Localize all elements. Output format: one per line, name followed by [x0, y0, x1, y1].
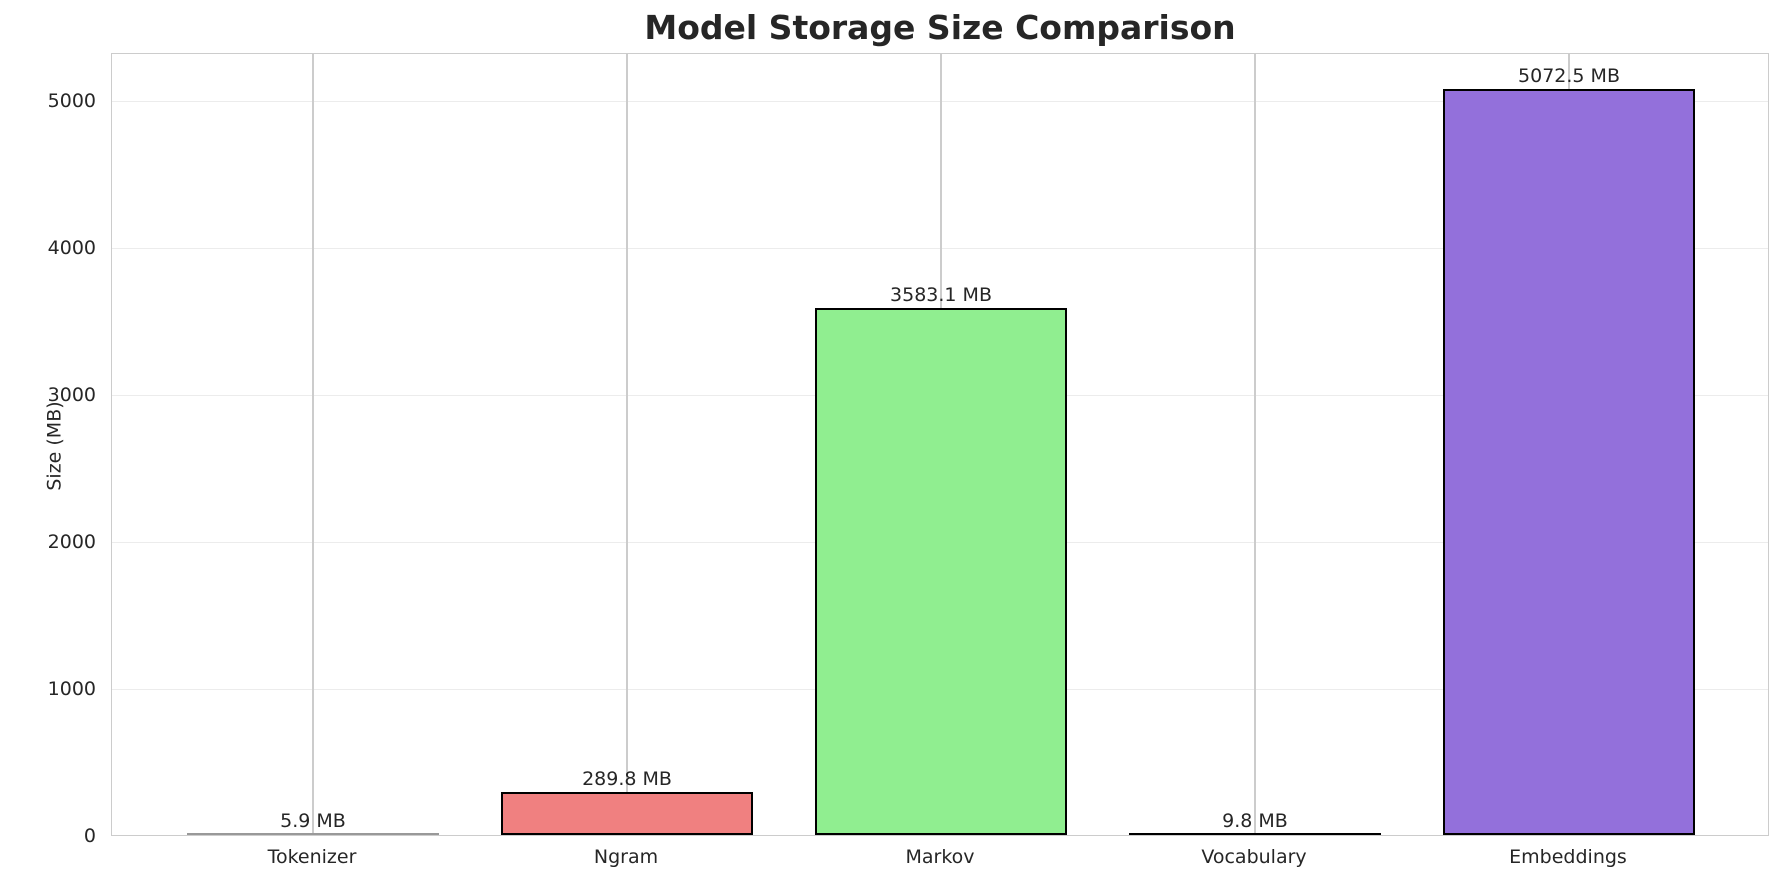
bar-value-label: 3583.1 MB — [890, 284, 992, 307]
x-tick-label: Tokenizer — [267, 846, 357, 868]
v-gridline — [312, 54, 314, 835]
y-tick-label: 4000 — [47, 236, 96, 259]
bar-value-label: 9.8 MB — [1222, 809, 1288, 832]
bar-embeddings — [1443, 89, 1695, 835]
chart-title: Model Storage Size Comparison — [644, 8, 1236, 47]
y-tick-label: 5000 — [47, 89, 96, 112]
bar-tokenizer — [187, 833, 439, 835]
y-axis-label: Size (MB) — [43, 401, 66, 491]
bar-value-label: 5072.5 MB — [1518, 65, 1620, 88]
y-tick-label: 3000 — [47, 383, 96, 406]
y-tick-label: 1000 — [47, 677, 96, 700]
v-gridline — [1254, 54, 1256, 835]
x-tick-label: Ngram — [593, 846, 659, 868]
x-tick-label: Embeddings — [1509, 846, 1627, 868]
x-tick-label: Vocabulary — [1201, 846, 1307, 868]
x-tick-label: Markov — [905, 846, 975, 868]
bar-ngram — [501, 792, 753, 835]
bar-markov — [815, 308, 1067, 835]
y-tick-label: 0 — [83, 825, 96, 847]
plot-area: 5.9 MB 289.8 MB 3583.1 MB 9.8 MB 5072.5 MB — [111, 53, 1769, 836]
bar-value-label: 289.8 MB — [582, 768, 672, 791]
v-gridline — [626, 54, 628, 835]
bar-vocabulary — [1129, 833, 1381, 835]
bar-value-label: 5.9 MB — [280, 810, 346, 833]
y-tick-label: 2000 — [47, 530, 96, 553]
